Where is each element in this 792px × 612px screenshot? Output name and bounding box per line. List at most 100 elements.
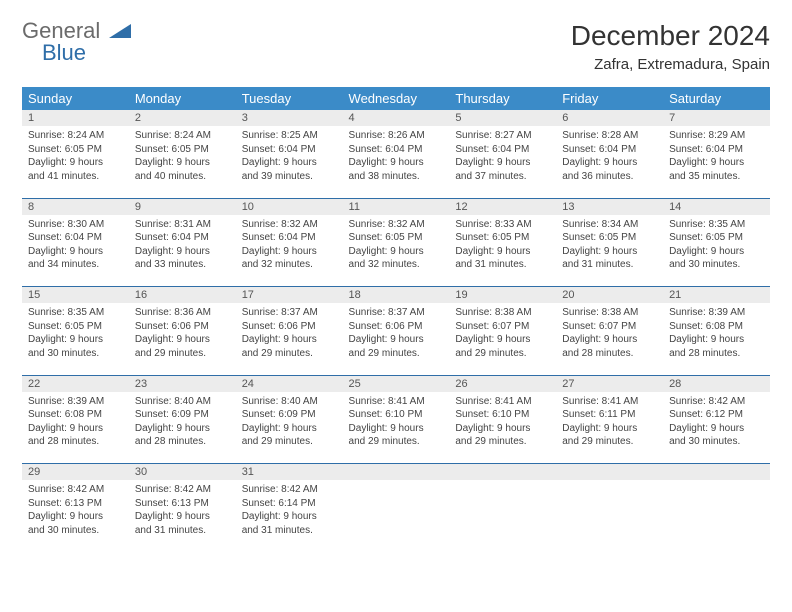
daylight-text-2: and 31 minutes.: [135, 524, 230, 538]
sunset-text: Sunset: 6:04 PM: [135, 231, 230, 245]
daynum-row: 22232425262728: [22, 375, 770, 392]
sunrise-text: Sunrise: 8:40 AM: [242, 395, 337, 409]
sunrise-text: Sunrise: 8:38 AM: [455, 306, 550, 320]
daylight-text-1: Daylight: 9 hours: [242, 422, 337, 436]
day-number: 5: [449, 110, 556, 126]
day-cell: Sunrise: 8:38 AMSunset: 6:07 PMDaylight:…: [556, 303, 663, 375]
daylight-text-1: Daylight: 9 hours: [135, 422, 230, 436]
daylight-text-2: and 31 minutes.: [455, 258, 550, 272]
sunrise-text: Sunrise: 8:27 AM: [455, 129, 550, 143]
sunrise-text: Sunrise: 8:24 AM: [28, 129, 123, 143]
daylight-text-1: Daylight: 9 hours: [455, 245, 550, 259]
daylight-text-1: Daylight: 9 hours: [562, 333, 657, 347]
daylight-text-2: and 29 minutes.: [242, 435, 337, 449]
day-number: 25: [343, 375, 450, 392]
daylight-text-1: Daylight: 9 hours: [455, 333, 550, 347]
day-number: [556, 464, 663, 481]
day-cell: Sunrise: 8:42 AMSunset: 6:13 PMDaylight:…: [22, 480, 129, 552]
sunrise-text: Sunrise: 8:35 AM: [28, 306, 123, 320]
day-number: 21: [663, 287, 770, 304]
day-number: 29: [22, 464, 129, 481]
daylight-text-2: and 29 minutes.: [455, 435, 550, 449]
daylight-text-2: and 30 minutes.: [669, 435, 764, 449]
sunrise-text: Sunrise: 8:32 AM: [242, 218, 337, 232]
daylight-text-1: Daylight: 9 hours: [135, 333, 230, 347]
day-number: 1: [22, 110, 129, 126]
sunrise-text: Sunrise: 8:39 AM: [28, 395, 123, 409]
page-title: December 2024: [571, 20, 770, 52]
weekday-header: Thursday: [449, 87, 556, 110]
day-cell: Sunrise: 8:28 AMSunset: 6:04 PMDaylight:…: [556, 126, 663, 198]
sunrise-text: Sunrise: 8:39 AM: [669, 306, 764, 320]
day-cell: Sunrise: 8:42 AMSunset: 6:12 PMDaylight:…: [663, 392, 770, 464]
day-cell: Sunrise: 8:39 AMSunset: 6:08 PMDaylight:…: [22, 392, 129, 464]
weekday-header: Sunday: [22, 87, 129, 110]
daylight-text-2: and 32 minutes.: [242, 258, 337, 272]
daylight-text-2: and 28 minutes.: [669, 347, 764, 361]
sunset-text: Sunset: 6:05 PM: [135, 143, 230, 157]
sunrise-text: Sunrise: 8:34 AM: [562, 218, 657, 232]
sunset-text: Sunset: 6:09 PM: [242, 408, 337, 422]
sunset-text: Sunset: 6:10 PM: [349, 408, 444, 422]
day-number: 10: [236, 198, 343, 215]
sunrise-text: Sunrise: 8:41 AM: [349, 395, 444, 409]
weekday-header: Tuesday: [236, 87, 343, 110]
day-number: [343, 464, 450, 481]
sunset-text: Sunset: 6:13 PM: [135, 497, 230, 511]
daylight-text-1: Daylight: 9 hours: [455, 156, 550, 170]
sunset-text: Sunset: 6:08 PM: [669, 320, 764, 334]
daylight-text-1: Daylight: 9 hours: [669, 156, 764, 170]
daylight-text-1: Daylight: 9 hours: [135, 510, 230, 524]
day-number: 20: [556, 287, 663, 304]
daylight-text-1: Daylight: 9 hours: [455, 422, 550, 436]
sunset-text: Sunset: 6:04 PM: [455, 143, 550, 157]
daylight-text-1: Daylight: 9 hours: [28, 510, 123, 524]
day-number: 18: [343, 287, 450, 304]
sunrise-text: Sunrise: 8:32 AM: [349, 218, 444, 232]
weekday-header: Friday: [556, 87, 663, 110]
day-cell: [556, 480, 663, 552]
sunrise-text: Sunrise: 8:37 AM: [242, 306, 337, 320]
sunset-text: Sunset: 6:05 PM: [669, 231, 764, 245]
daylight-text-1: Daylight: 9 hours: [349, 333, 444, 347]
daynum-row: 1234567: [22, 110, 770, 126]
sunrise-text: Sunrise: 8:33 AM: [455, 218, 550, 232]
sunset-text: Sunset: 6:04 PM: [242, 143, 337, 157]
day-number: 9: [129, 198, 236, 215]
daylight-text-2: and 37 minutes.: [455, 170, 550, 184]
day-number: 13: [556, 198, 663, 215]
day-number: 15: [22, 287, 129, 304]
daylight-text-1: Daylight: 9 hours: [562, 422, 657, 436]
day-number: [449, 464, 556, 481]
day-number: 16: [129, 287, 236, 304]
sunrise-text: Sunrise: 8:41 AM: [455, 395, 550, 409]
day-cell: Sunrise: 8:37 AMSunset: 6:06 PMDaylight:…: [236, 303, 343, 375]
daylight-text-2: and 38 minutes.: [349, 170, 444, 184]
day-cell: Sunrise: 8:26 AMSunset: 6:04 PMDaylight:…: [343, 126, 450, 198]
weekday-header: Wednesday: [343, 87, 450, 110]
daylight-text-1: Daylight: 9 hours: [28, 245, 123, 259]
day-number: 30: [129, 464, 236, 481]
day-number: 12: [449, 198, 556, 215]
weekday-header: Saturday: [663, 87, 770, 110]
sunset-text: Sunset: 6:07 PM: [455, 320, 550, 334]
day-cell: [343, 480, 450, 552]
daylight-text-2: and 36 minutes.: [562, 170, 657, 184]
day-cell: Sunrise: 8:42 AMSunset: 6:13 PMDaylight:…: [129, 480, 236, 552]
day-cell: Sunrise: 8:25 AMSunset: 6:04 PMDaylight:…: [236, 126, 343, 198]
daylight-text-2: and 29 minutes.: [135, 347, 230, 361]
day-cell: Sunrise: 8:41 AMSunset: 6:11 PMDaylight:…: [556, 392, 663, 464]
sunset-text: Sunset: 6:12 PM: [669, 408, 764, 422]
sunset-text: Sunset: 6:04 PM: [669, 143, 764, 157]
sunrise-text: Sunrise: 8:28 AM: [562, 129, 657, 143]
day-number: 4: [343, 110, 450, 126]
daylight-text-2: and 29 minutes.: [349, 435, 444, 449]
sunrise-text: Sunrise: 8:35 AM: [669, 218, 764, 232]
logo-triangle-icon: [109, 24, 131, 42]
daylight-text-1: Daylight: 9 hours: [242, 245, 337, 259]
sunset-text: Sunset: 6:05 PM: [28, 320, 123, 334]
day-cell: Sunrise: 8:33 AMSunset: 6:05 PMDaylight:…: [449, 215, 556, 287]
day-number: 19: [449, 287, 556, 304]
day-number: 3: [236, 110, 343, 126]
daylight-text-1: Daylight: 9 hours: [242, 156, 337, 170]
